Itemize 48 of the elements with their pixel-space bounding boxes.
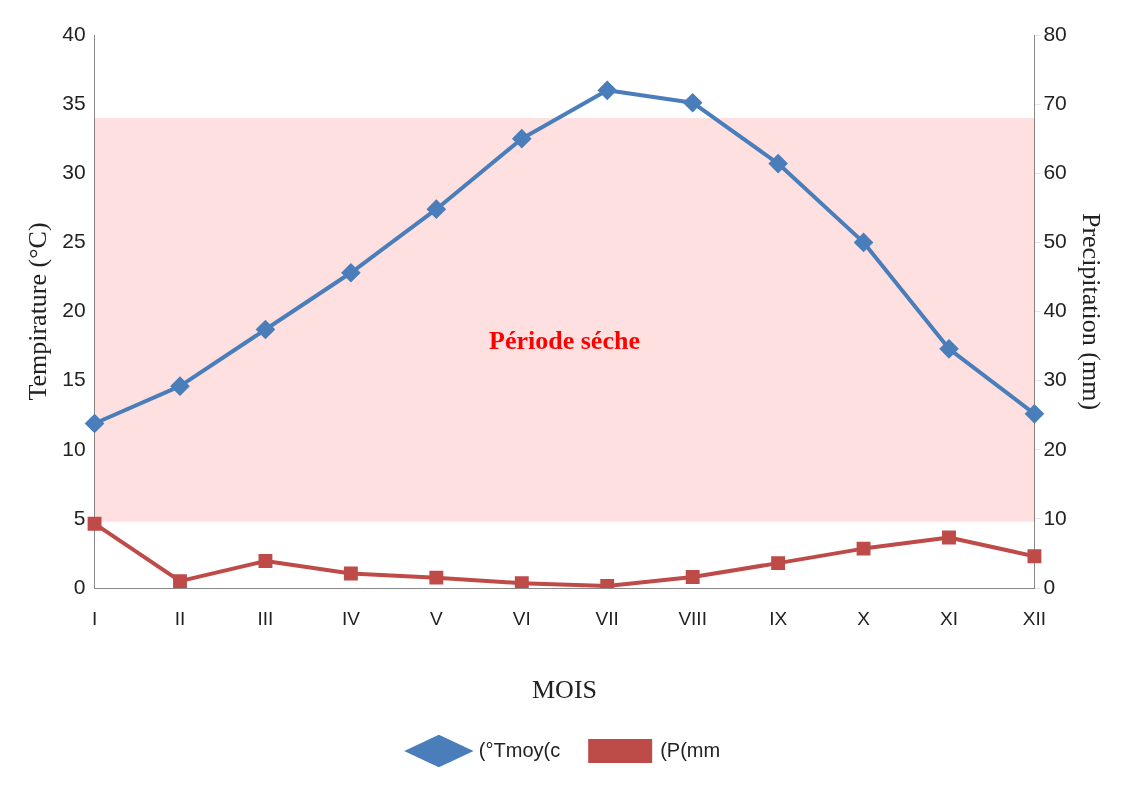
x-tick-label: XII — [1022, 607, 1047, 629]
y-tick-label: 35 — [62, 90, 86, 114]
y2-tick-label: 40 — [1043, 298, 1067, 322]
y-tick-label: 15 — [62, 367, 86, 391]
x-tick-label: IX — [769, 607, 788, 629]
y2-axis-title: Precipitation (mm) — [1076, 212, 1106, 411]
y2-tick-label: 50 — [1043, 229, 1067, 253]
y-axis-title: Tempirature (°C) — [23, 222, 53, 401]
y-tick-label: 30 — [62, 160, 86, 184]
y2-tick-label: 30 — [1043, 367, 1067, 391]
y-tick-label: 40 — [62, 21, 86, 45]
y-tick-label: 20 — [62, 298, 86, 322]
x-tick-label: IV — [341, 607, 361, 629]
point — [427, 200, 446, 219]
x-tick-label: III — [257, 607, 274, 629]
y2-tick-label: 70 — [1043, 90, 1067, 114]
legend-label: (P(mm — [660, 738, 721, 761]
point — [940, 339, 958, 358]
y-tick-label: 0 — [73, 574, 86, 598]
point — [512, 129, 531, 148]
point — [256, 320, 275, 339]
point — [171, 377, 189, 396]
point — [341, 263, 360, 282]
x-tick-label: XI — [940, 607, 958, 629]
legend-label: (°Tmoy(c — [478, 738, 561, 761]
y-tick-label: 25 — [62, 229, 86, 253]
y-tick-label: 10 — [62, 436, 86, 460]
y-tick-label: 5 — [73, 505, 86, 529]
x-tick-label: VI — [512, 607, 531, 629]
x-tick-label: X — [857, 607, 871, 629]
point — [1025, 404, 1044, 423]
point — [769, 154, 788, 173]
x-tick-label: VII — [595, 607, 619, 629]
x-tick-label: I — [91, 607, 98, 629]
band-label: Période séche — [489, 325, 640, 355]
x-axis-title: MOIS — [531, 675, 598, 705]
x-tick-label: VIII — [678, 607, 707, 629]
point — [598, 81, 617, 100]
y2-tick-label: 80 — [1043, 21, 1067, 45]
point — [85, 414, 104, 433]
point — [683, 93, 702, 112]
x-tick-label: II — [174, 607, 186, 629]
point — [854, 233, 873, 252]
y2-tick-label: 20 — [1043, 436, 1067, 460]
y2-tick-label: 10 — [1043, 505, 1067, 529]
y2-tick-label: 60 — [1043, 160, 1067, 184]
y2-tick-label: 0 — [1043, 574, 1056, 598]
x-tick-label: V — [429, 607, 443, 629]
